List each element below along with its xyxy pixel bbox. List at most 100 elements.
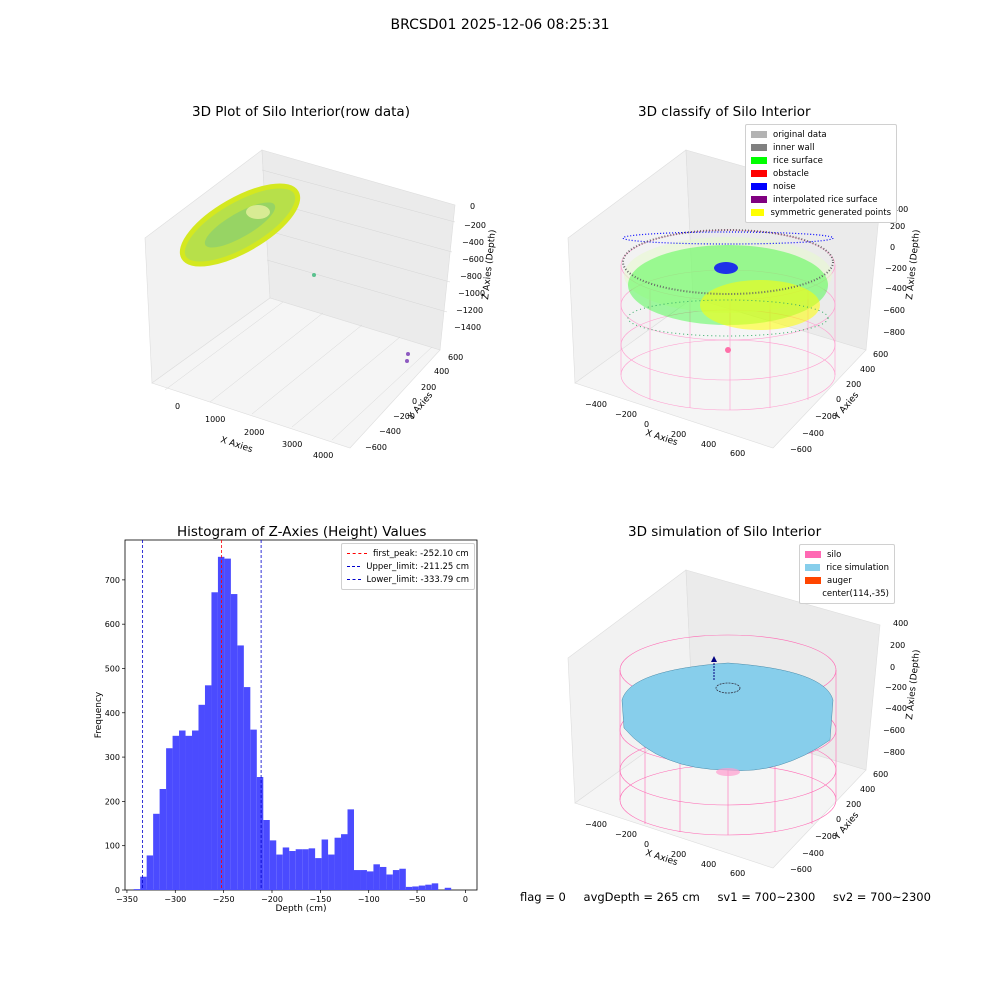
simulation-x-tick: −400 [585,820,607,829]
histogram-y-tick: 300 [105,753,120,762]
histogram-bar [308,848,316,890]
histogram-y-tick: 400 [105,709,120,718]
simulation-y-tick: −200 [815,832,837,841]
simulation-z-tick: 400 [893,619,908,628]
legend-item: silo [805,548,889,561]
histogram-bar [328,854,335,890]
histogram-bar [217,556,225,890]
simulation-x-tick: −200 [615,830,637,839]
raw-x-tick: 3000 [282,440,302,449]
histogram-bar [334,837,342,890]
simulation-z-tick: 0 [890,663,895,672]
histogram-y-tick: 100 [105,842,120,851]
histogram-bar [418,885,426,890]
classify-y-label: Y Axies [832,390,861,422]
classify-rice-surface [628,245,828,325]
simulation-y-tick: −600 [790,865,812,874]
histogram-x-tick: −250 [213,895,235,904]
simulation-x-label: X Axies [644,848,679,868]
raw-outlier-point [312,273,316,277]
histogram-bar [360,870,367,890]
raw-z-tick: −400 [462,238,484,247]
histogram-bar [302,849,309,890]
histogram-bar [153,813,160,890]
simulation-z-tick: 200 [890,641,905,650]
histogram-bar [140,876,147,890]
simulation-plot-title: 3D simulation of Silo Interior [628,524,822,540]
histogram-bar [282,847,290,890]
legend-item: Lower_limit: -333.79 cm [347,573,469,586]
histogram-y-label: Frequency [94,691,104,738]
histogram-bar [321,839,329,890]
simulation-z-label: Z Axies (Depth) [905,649,922,720]
histogram-bar [431,883,439,890]
legend-item: inner wall [751,141,891,154]
histogram-bar [146,855,154,890]
simulation-y-tick: −400 [802,849,824,858]
legend-line [347,579,361,580]
simulation-x-tick: 600 [730,869,745,878]
raw-y-tick: 400 [434,367,449,376]
histogram-x-label: Depth (cm) [275,904,326,914]
histogram-bar [425,884,432,890]
histogram-bar [159,788,167,890]
legend-swatch [751,144,767,151]
histogram-bar [198,704,205,890]
classify-silo-wireframe [620,229,836,411]
histogram-x-tick: −50 [409,895,426,904]
raw-outlier-point [406,352,410,356]
histogram-bar [250,729,257,890]
classify-y-tick: 400 [860,365,875,374]
legend-line [347,566,361,567]
histogram-y-tick: 0 [115,886,120,895]
raw-y-tick: −600 [365,443,387,452]
classify-x-tick: −400 [585,400,607,409]
raw-y-tick: −200 [393,412,415,421]
histogram-title: Histogram of Z-Axies (Height) Values [177,524,427,540]
histogram-legend: first_peak: -252.10 cm Upper_limit: -211… [341,543,475,590]
histogram-bars [133,556,452,890]
histogram-y-tick: 600 [105,620,120,629]
raw-3d-panes [144,149,456,449]
classify-y-tick: −200 [815,412,837,421]
raw-y-tick: 600 [448,353,463,362]
classify-z-tick: −800 [883,328,905,337]
simulation-silo-wireframe [619,634,837,836]
legend-swatch [805,551,821,558]
histogram-bar [230,594,238,890]
raw-y-tick: −400 [379,427,401,436]
legend-line [347,553,367,554]
raw-z-label: Z Axies (Depth) [481,229,498,300]
simulation-y-tick: 600 [873,770,888,779]
classify-y-tick: 0 [836,395,841,404]
histogram-bar [399,868,406,890]
histogram-x-tick: −100 [358,895,380,904]
histogram-x-tick: −350 [116,895,138,904]
histogram-bar [379,866,387,890]
histogram-bar [373,864,380,890]
simulation-y-label: Y Axies [832,810,861,842]
histogram-bar [269,840,277,890]
simulation-z-tick: −800 [883,748,905,757]
legend-item: center(114,-35) [805,587,889,600]
histogram-y-tick: 200 [105,797,120,806]
raw-x-tick: 4000 [313,451,333,460]
classify-z-tick: −600 [883,306,905,315]
classify-z-tick: 0 [890,243,895,252]
legend-item: obstacle [751,167,891,180]
raw-y-label: Y Axies [406,390,435,422]
legend-swatch [805,577,821,584]
classify-z-tick: 200 [890,222,905,231]
histogram-y-tick: 700 [105,576,120,585]
sv1-text: sv1 = 700~2300 [717,890,816,904]
classify-z-tick: −200 [885,264,907,273]
histogram-bar [444,887,452,890]
histogram-bar [386,874,393,890]
histogram-x-tick: −150 [309,895,331,904]
legend-item: rice simulation [805,561,889,574]
histogram-y-tick: 500 [105,664,120,673]
histogram-bar [192,730,199,890]
classify-symmetric-points [700,280,820,330]
histogram-x-ticks: −350 −300 −250 −200 −150 −100 −50 0 [116,890,468,904]
legend-swatch [805,590,816,597]
